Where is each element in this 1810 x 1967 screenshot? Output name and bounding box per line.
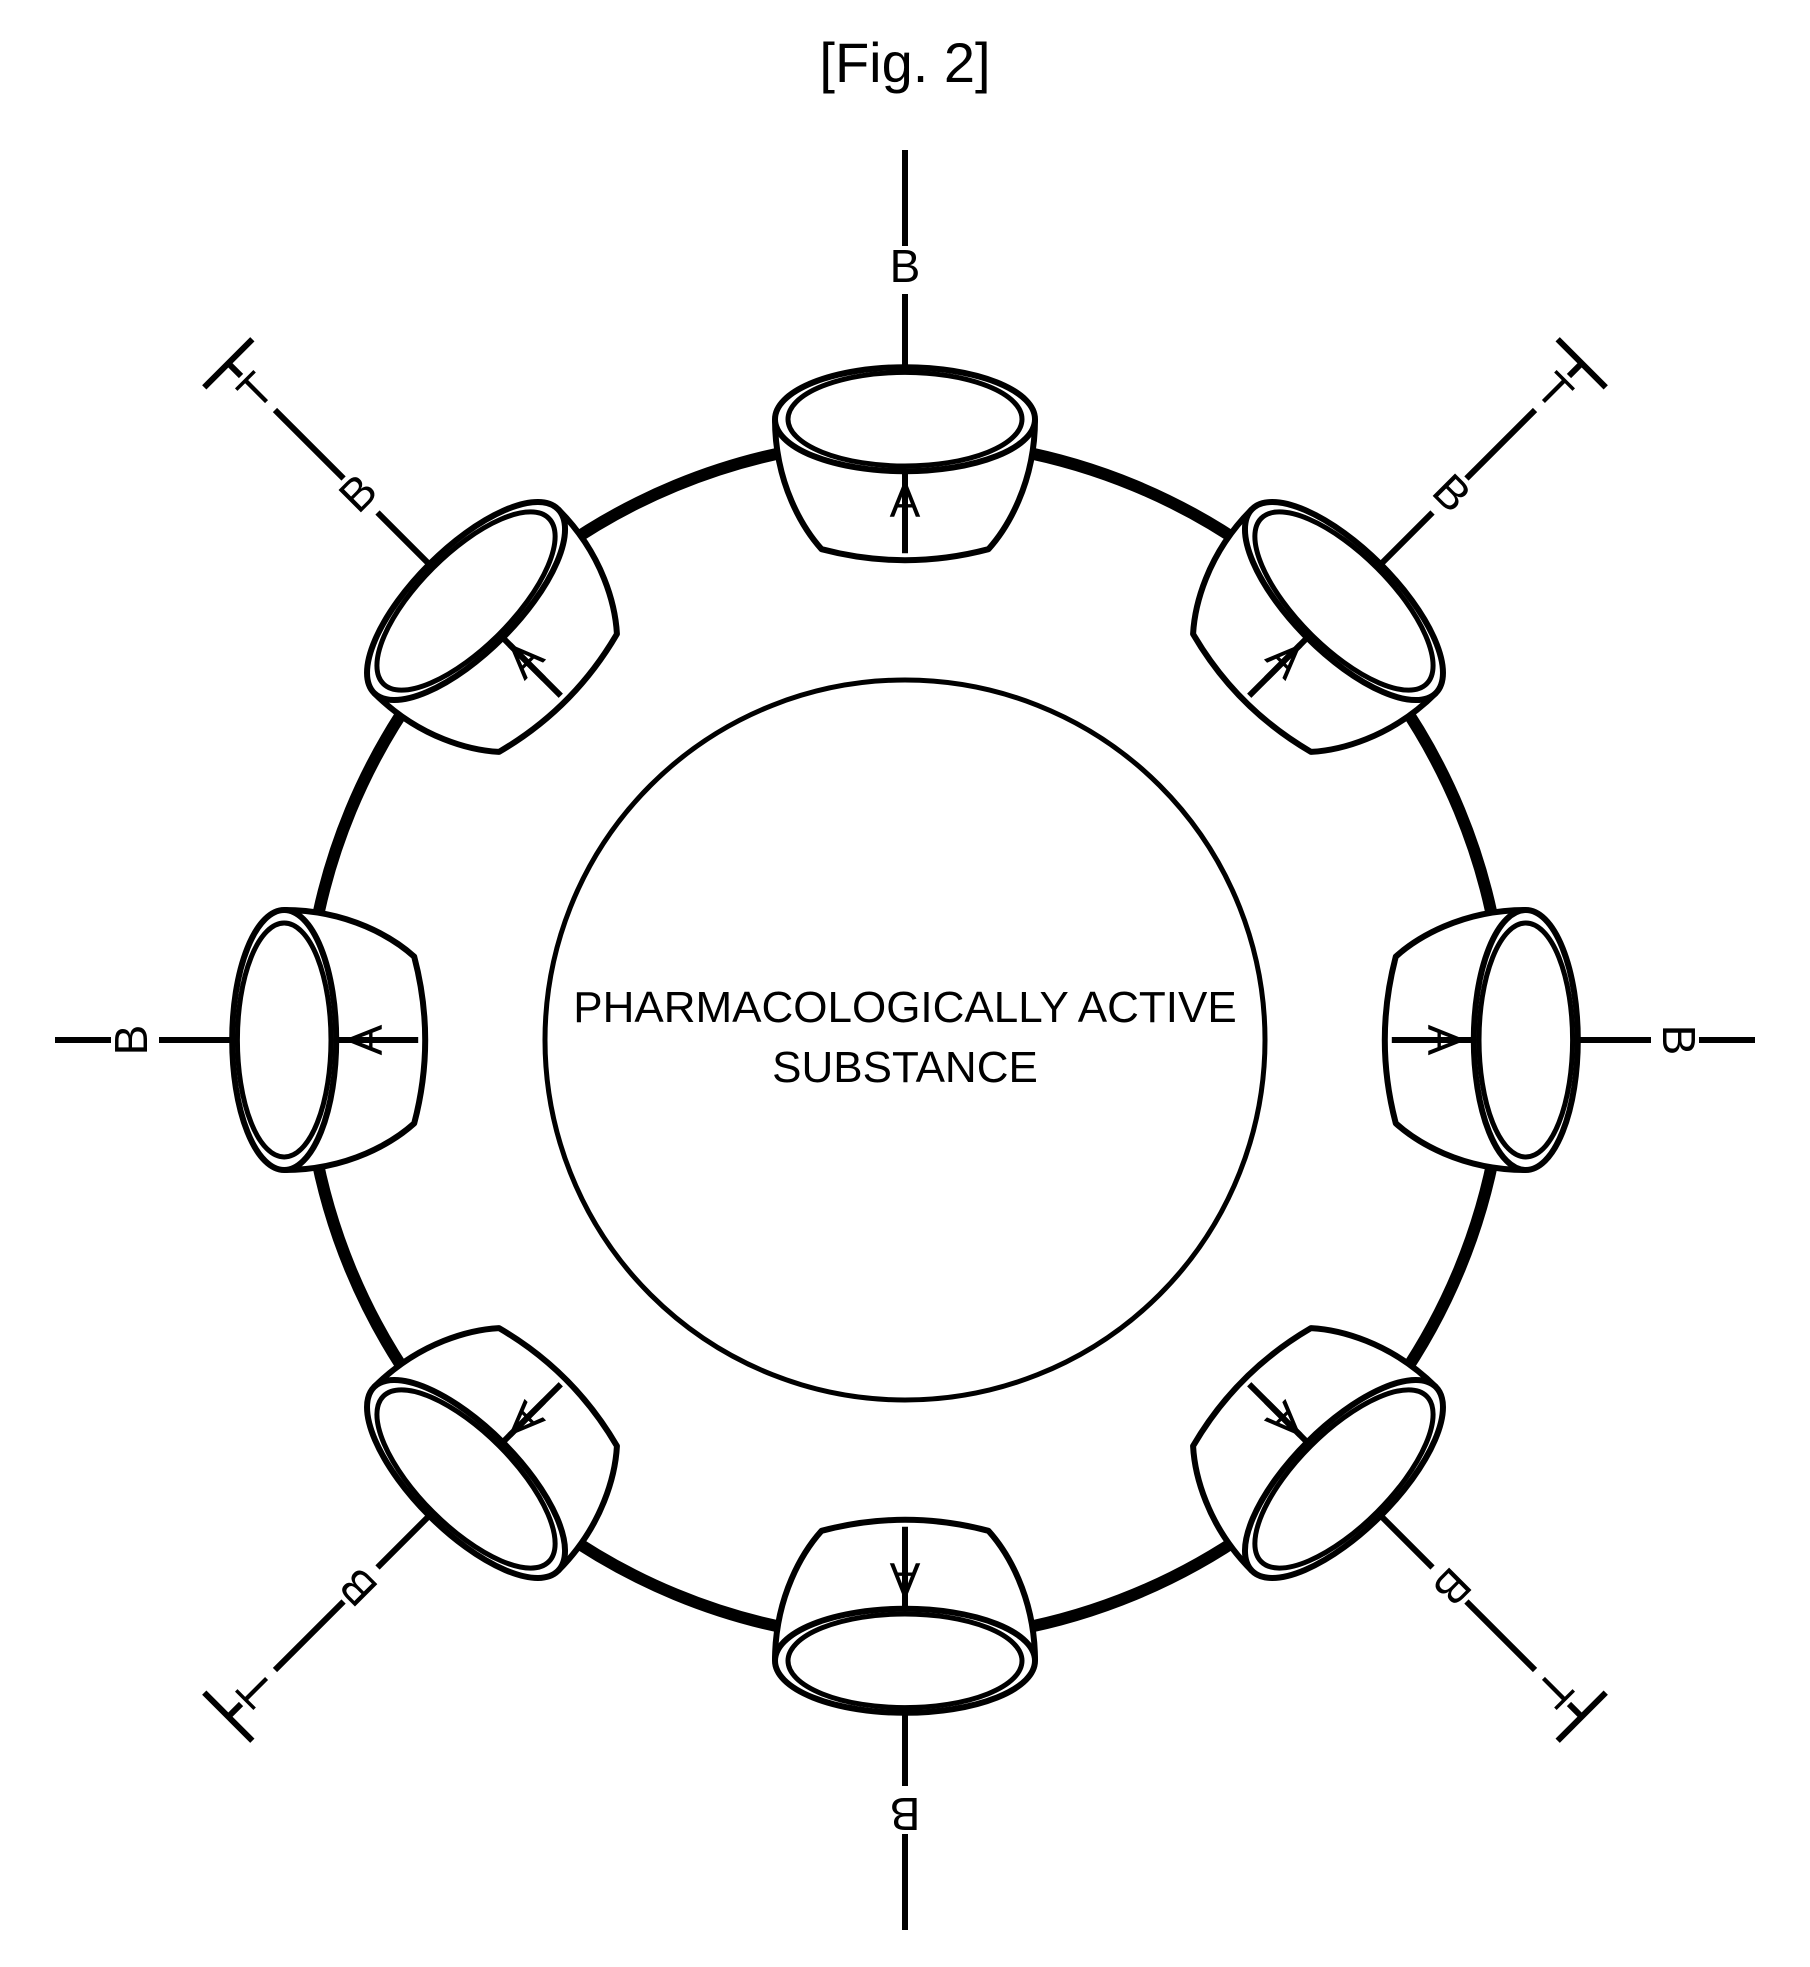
label-b: B <box>105 1025 157 1056</box>
pod: ABT <box>775 1520 1035 1930</box>
figure-title: [Fig. 2] <box>0 30 1810 95</box>
pod: ABT <box>136 271 657 792</box>
pod: ABT <box>1152 271 1673 792</box>
center-text-line2: SUBSTANCE <box>772 1043 1038 1092</box>
center-text-line1: PHARMACOLOGICALLY ACTIVE <box>573 983 1236 1032</box>
radial-diagram: PHARMACOLOGICALLY ACTIVE SUBSTANCE ABT ABT A… <box>55 150 1755 1930</box>
pod: ABT <box>1152 1287 1673 1808</box>
label-b: B <box>890 240 921 292</box>
inner-circle <box>545 680 1265 1400</box>
outer-arc <box>314 1144 413 1384</box>
connector-b-t <box>275 1601 344 1670</box>
outer-arc <box>1396 696 1495 936</box>
connector-b-t <box>275 410 344 479</box>
label-b: B <box>890 1788 921 1840</box>
pod: ABT <box>1385 910 1755 1170</box>
connector-b-t <box>1466 410 1535 479</box>
connector-rim-b <box>1381 1516 1433 1568</box>
connector-rim-b <box>1381 512 1433 564</box>
diagram-container: PHARMACOLOGICALLY ACTIVE SUBSTANCE ABT ABT A… <box>55 150 1755 1935</box>
outer-arc <box>561 449 801 548</box>
connector-rim-b <box>377 512 429 564</box>
outer-arc <box>314 696 413 936</box>
outer-arc <box>1396 1144 1495 1384</box>
label-b: B <box>1653 1025 1705 1056</box>
pod: ABT <box>775 150 1035 560</box>
pod-rim-outer <box>775 367 1035 471</box>
pod-rim-outer <box>232 910 336 1170</box>
connector-b-t <box>1466 1601 1535 1670</box>
outer-arc <box>561 1531 801 1630</box>
connector-rim-b <box>377 1516 429 1568</box>
pod: ABT <box>55 910 425 1170</box>
pod: ABT <box>136 1287 657 1808</box>
pod-rim-outer <box>775 1609 1035 1713</box>
pod-rim-outer <box>1474 910 1578 1170</box>
outer-arc <box>1009 1531 1249 1630</box>
outer-arc <box>1009 449 1249 548</box>
